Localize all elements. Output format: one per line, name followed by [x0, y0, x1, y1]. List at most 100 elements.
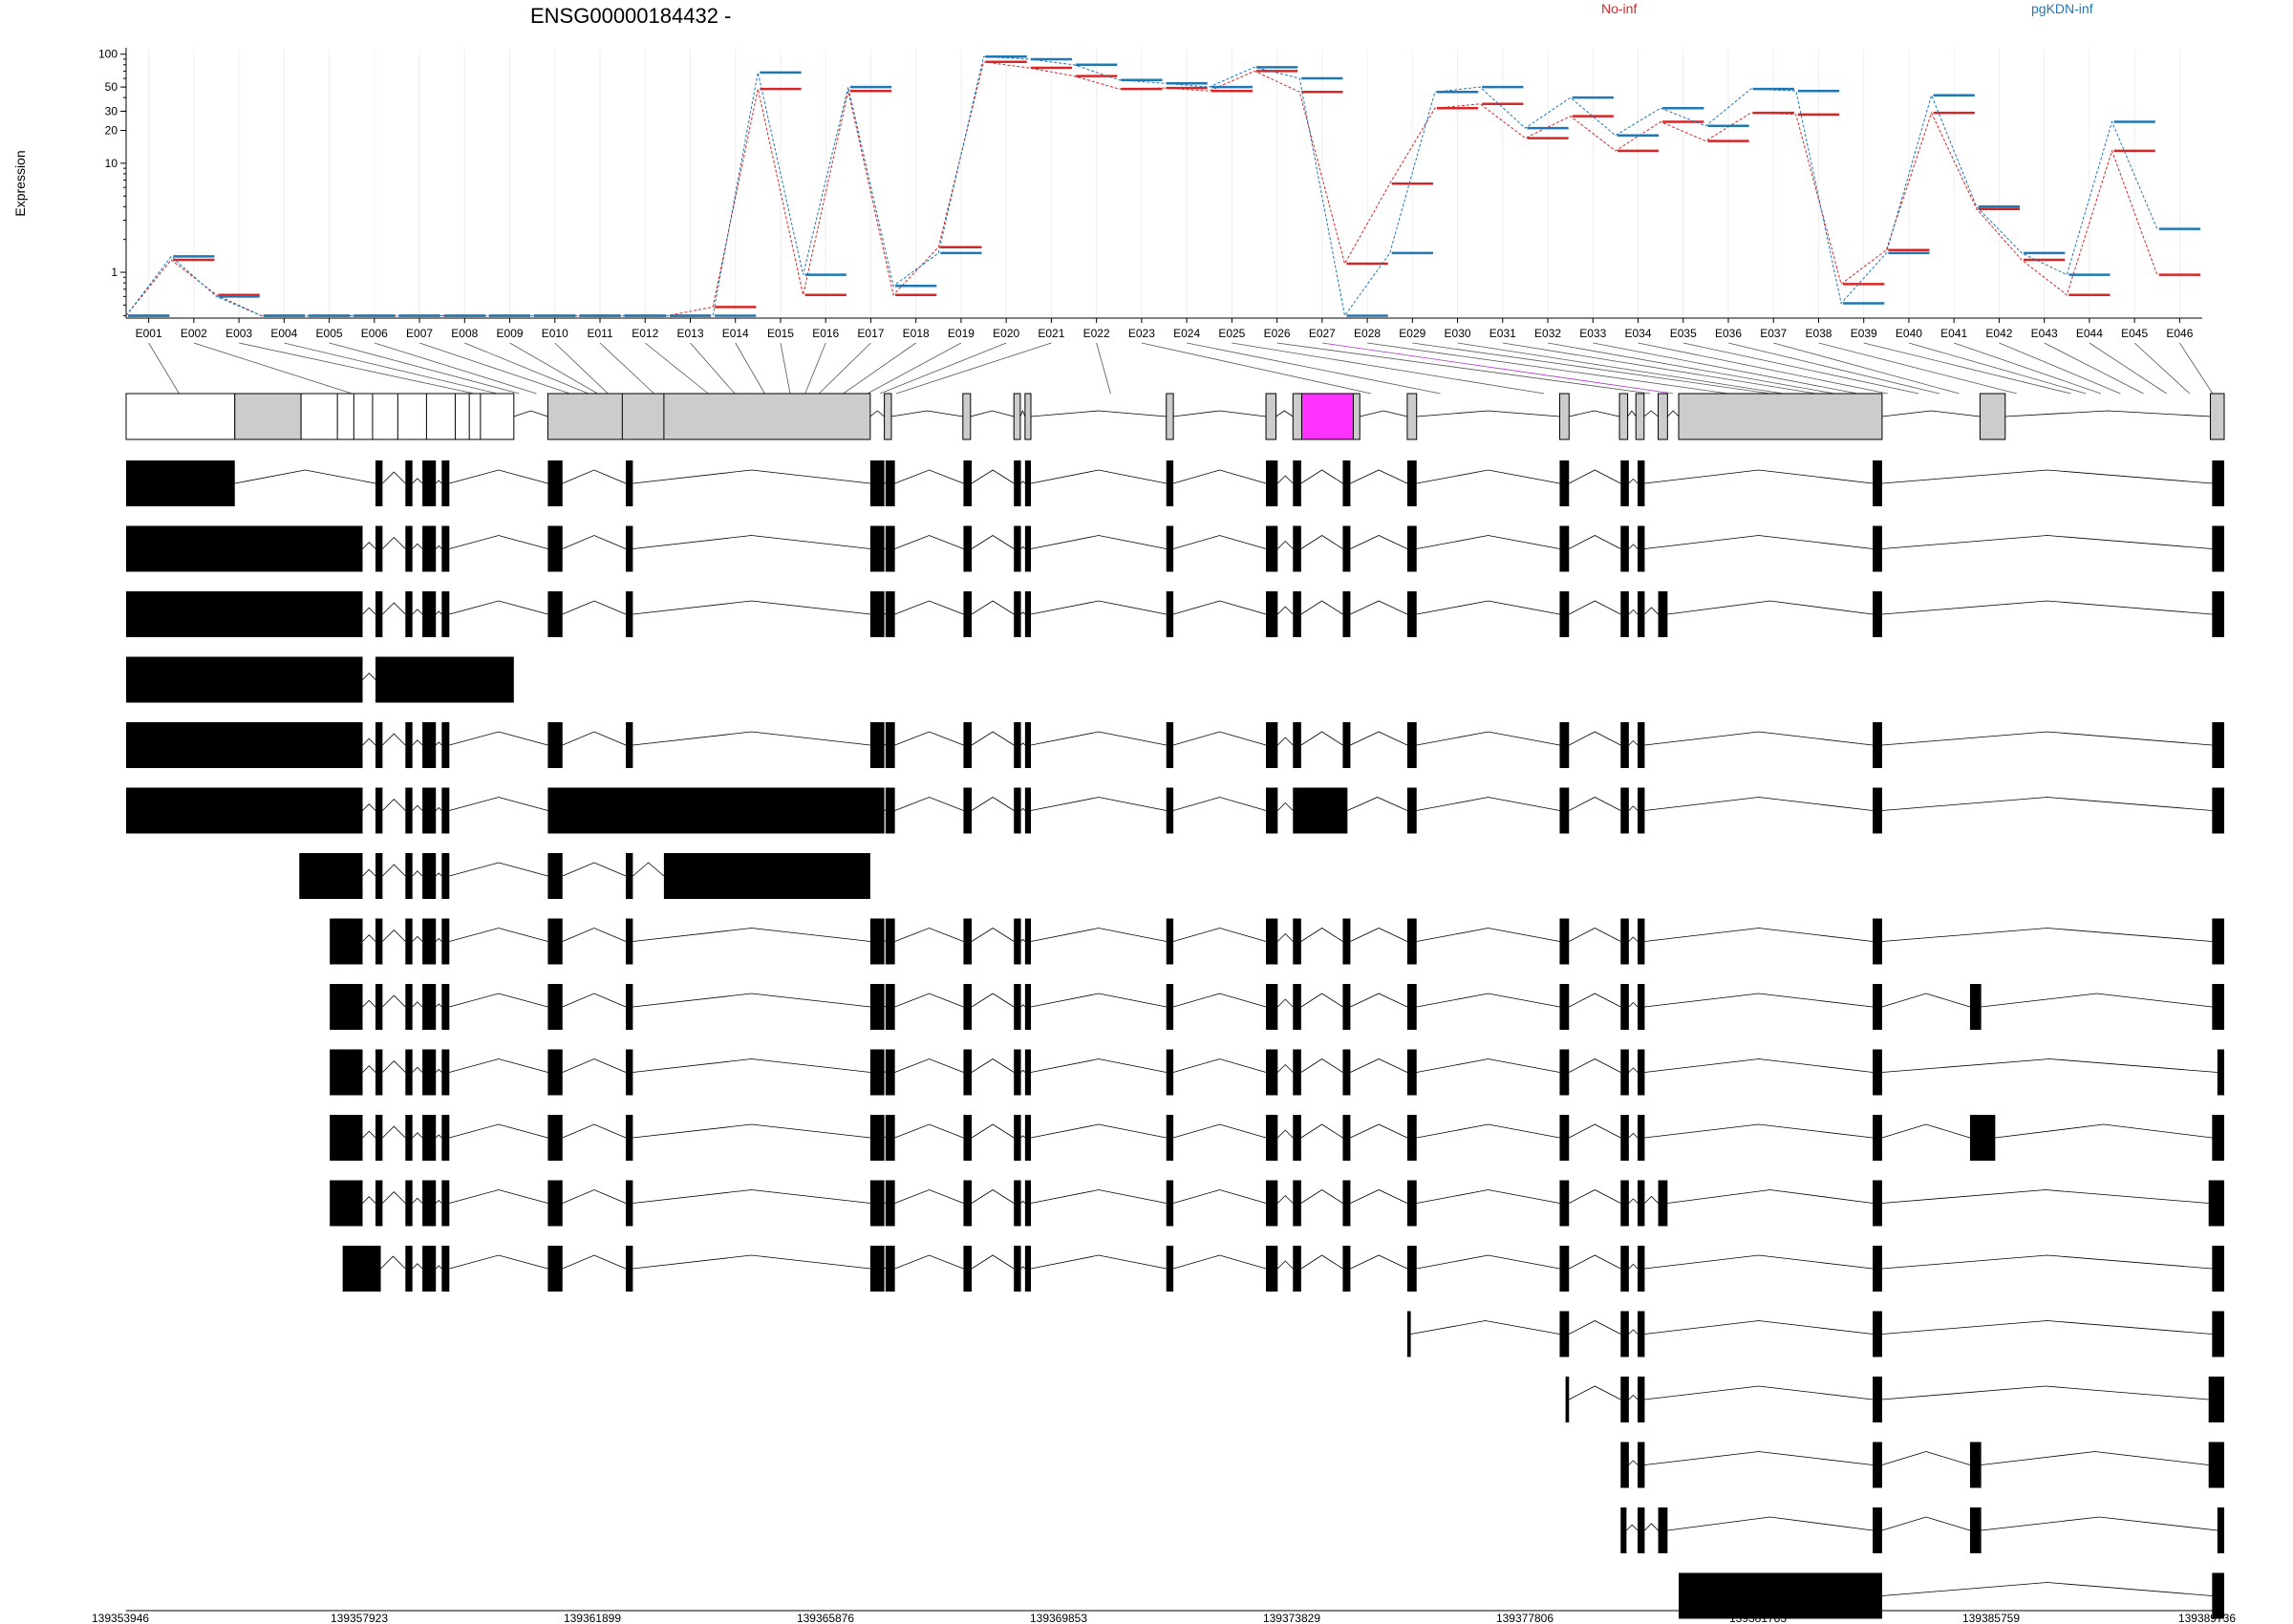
transcript-intron	[884, 481, 887, 484]
gene-exon-block	[884, 393, 892, 440]
transcript-intron	[1416, 469, 1560, 484]
y-tick-label: 20	[105, 124, 118, 138]
transcript-intron	[382, 1125, 406, 1139]
transcript-intron	[632, 1189, 870, 1204]
transcript-intron	[1644, 607, 1659, 615]
transcript-exon	[422, 1115, 437, 1161]
transcript-intron	[1347, 797, 1408, 811]
gene-intron	[1667, 410, 1680, 417]
transcript-exon	[1266, 525, 1278, 572]
exon-label: E004	[270, 327, 297, 340]
exon-connector	[1863, 342, 2071, 395]
coord-tick-label: 139385759	[1962, 1612, 2020, 1624]
transcript-intron	[435, 610, 442, 615]
coord-tick-label: 139369853	[1030, 1612, 1087, 1624]
transcript-intron	[1881, 600, 2213, 615]
exon-connector	[1547, 342, 1835, 395]
transcript-intron	[412, 478, 423, 484]
transcript-intron	[362, 934, 376, 942]
transcript-intron	[449, 1189, 548, 1204]
transcript-exon	[1638, 1180, 1645, 1227]
exon-connector	[818, 342, 871, 395]
transcript-intron	[1995, 1123, 2213, 1139]
transcript-exon	[869, 1180, 885, 1227]
gene-intron	[513, 410, 548, 417]
transcript-exon	[626, 984, 633, 1030]
transcript-intron	[1881, 535, 2213, 549]
transcript-intron	[1020, 1069, 1026, 1073]
transcript-exon	[885, 722, 895, 768]
transcript-exon	[422, 787, 437, 834]
transcript-exon	[422, 984, 437, 1030]
transcript-exon	[1293, 787, 1348, 834]
transcript-intron	[1416, 928, 1560, 942]
transcript-exon	[547, 1246, 563, 1292]
transcript-intron	[894, 993, 964, 1008]
transcript-intron	[1172, 1254, 1267, 1270]
transcript-exon	[1293, 918, 1301, 965]
exon-connector	[867, 342, 962, 395]
exon-connector	[148, 342, 180, 395]
transcript-exon	[422, 591, 437, 637]
gene-intron	[1643, 410, 1659, 417]
exon-connector	[239, 342, 475, 395]
transcript-intron	[884, 940, 887, 942]
transcript-exon	[1293, 1246, 1301, 1292]
transcript-intron	[1277, 1194, 1294, 1204]
gene-exon-block	[1635, 393, 1645, 440]
transcript-exon	[375, 722, 383, 768]
transcript-intron	[1569, 1385, 1621, 1400]
transcript-exon	[2212, 918, 2224, 965]
exon-label: E007	[406, 327, 433, 340]
exon-connector	[735, 342, 765, 395]
exon-connector	[1276, 342, 1651, 395]
gene-exon-block	[234, 393, 302, 440]
gene-exon-block	[1558, 393, 1570, 440]
transcript-intron	[1020, 611, 1026, 615]
transcript-intron	[1277, 1260, 1294, 1270]
exon-connector	[843, 342, 916, 395]
transcript-exon	[441, 984, 450, 1030]
transcript-exon	[2212, 1115, 2224, 1161]
exon-label: E041	[1940, 327, 1967, 340]
transcript-intron	[412, 543, 423, 549]
exon-label: E043	[2031, 327, 2058, 340]
transcript-intron	[1030, 797, 1167, 811]
transcript-exon	[1266, 591, 1278, 637]
transcript-exon	[626, 722, 633, 768]
transcript-exon	[1014, 591, 1021, 637]
transcript-intron	[1020, 1004, 1026, 1008]
transcript-exon	[1559, 984, 1570, 1030]
transcript-intron	[1030, 1254, 1167, 1270]
transcript-intron	[894, 535, 964, 549]
transcript-intron	[894, 928, 964, 942]
transcript-intron	[1172, 928, 1267, 942]
transcript-exon	[1266, 722, 1278, 768]
exon-label: E005	[316, 327, 343, 340]
transcript-exon	[1969, 984, 1982, 1030]
transcript-exon	[330, 1115, 363, 1161]
transcript-exon	[1559, 1115, 1570, 1161]
exon-label: E044	[2076, 327, 2103, 340]
transcript-intron	[1172, 797, 1267, 811]
transcript-exon	[1873, 918, 1882, 965]
transcript-intron	[435, 1199, 442, 1204]
transcript-intron	[412, 609, 423, 615]
transcript-exon	[1638, 591, 1645, 637]
gene-intron	[1173, 410, 1267, 417]
transcript-exon	[869, 984, 885, 1030]
exon-connectors	[148, 342, 2214, 395]
gene-intron	[1569, 410, 1620, 417]
transcript-intron	[362, 999, 376, 1008]
transcript-exon	[1406, 1115, 1417, 1161]
transcript-intron	[1350, 600, 1408, 615]
exon-connector	[804, 342, 826, 395]
transcript-intron	[1626, 1524, 1639, 1531]
exon-connector	[329, 342, 520, 395]
exon-connector	[1321, 342, 1674, 395]
transcript-intron	[1300, 600, 1343, 615]
transcript-exon	[330, 1180, 363, 1227]
exon-label: E045	[2121, 327, 2148, 340]
transcript-intron	[1020, 742, 1026, 746]
transcript-exon	[375, 1180, 383, 1227]
